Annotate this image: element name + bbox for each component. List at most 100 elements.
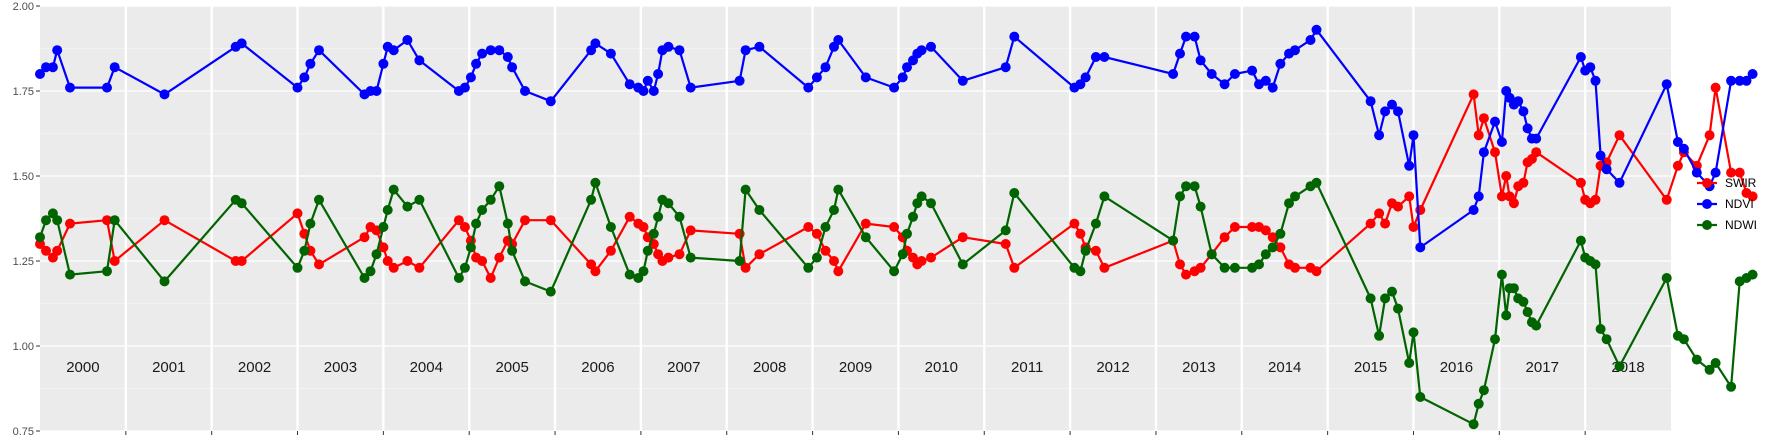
data-point (638, 222, 649, 232)
data-point (1575, 177, 1586, 188)
data-point (1672, 137, 1683, 147)
data-point (1189, 31, 1200, 42)
data-point (916, 45, 927, 56)
data-point (1290, 45, 1300, 56)
data-point (754, 249, 765, 260)
data-point (590, 38, 601, 49)
data-point (1468, 205, 1479, 215)
data-point (1478, 147, 1489, 158)
data-point (957, 232, 968, 243)
data-point (459, 262, 470, 273)
data-point (926, 252, 936, 263)
data-point (638, 266, 649, 277)
data-point (1365, 218, 1376, 229)
year-label: 2005 (495, 359, 528, 376)
y-tick-label: 1.25 (13, 256, 34, 268)
data-point (1080, 245, 1091, 256)
data-point (685, 82, 696, 93)
y-tick-label: 1.00 (13, 341, 34, 353)
data-point (1518, 296, 1529, 307)
data-point (1478, 385, 1489, 396)
data-point (1000, 239, 1011, 249)
data-point (477, 48, 488, 59)
data-point (1311, 24, 1322, 35)
data-point (507, 245, 518, 256)
data-point (236, 256, 247, 266)
year-label: 2003 (324, 359, 357, 376)
y-tick-label: 1.75 (13, 86, 34, 98)
data-point (159, 215, 170, 226)
legend-key-dot (1702, 178, 1712, 188)
data-point (889, 222, 900, 232)
data-point (811, 72, 822, 83)
data-point (1260, 75, 1271, 86)
data-point (1508, 198, 1519, 209)
data-point (109, 256, 120, 266)
data-point (754, 205, 765, 215)
data-point (485, 45, 496, 56)
data-point (545, 96, 556, 107)
data-point (1522, 123, 1533, 134)
data-point (1404, 358, 1415, 368)
data-point (159, 276, 170, 287)
data-point (459, 222, 470, 232)
data-point (1734, 167, 1745, 178)
data-point (1229, 69, 1240, 79)
major-gridlines (40, 5, 1671, 432)
year-label: 2013 (1182, 359, 1215, 376)
data-point (1672, 160, 1683, 171)
data-point (1691, 354, 1702, 365)
data-point (1468, 419, 1479, 430)
year-boundary-lines (124, 6, 1587, 431)
data-point (388, 262, 399, 273)
data-point (1490, 147, 1500, 158)
data-point (1473, 130, 1484, 141)
data-point (1009, 188, 1020, 198)
data-point (41, 245, 51, 256)
data-point (545, 215, 556, 226)
data-point (957, 75, 968, 86)
data-point (1075, 79, 1086, 90)
legend-key-dot (1702, 199, 1712, 209)
data-point (1365, 96, 1376, 107)
data-point (1195, 262, 1206, 273)
data-point (1393, 303, 1403, 314)
year-label: 2017 (1526, 359, 1559, 376)
data-point (833, 266, 844, 277)
data-point (833, 184, 844, 195)
data-point (236, 198, 247, 209)
data-point (1473, 398, 1484, 409)
data-point (459, 82, 470, 93)
data-point (494, 45, 505, 56)
data-point (820, 62, 831, 73)
data-point (820, 245, 831, 256)
data-point (653, 69, 664, 79)
data-point (1260, 225, 1271, 236)
data-point (1496, 269, 1507, 280)
data-point (1415, 392, 1426, 402)
data-point (685, 252, 696, 263)
data-point (378, 222, 389, 232)
year-label: 2004 (410, 359, 443, 376)
data-point (829, 205, 839, 215)
data-point (471, 218, 482, 229)
data-point (642, 245, 653, 256)
data-point (465, 72, 476, 83)
data-point (638, 86, 649, 96)
data-point (35, 232, 45, 243)
data-point (957, 259, 968, 270)
data-point (663, 198, 674, 209)
data-point (734, 75, 745, 86)
data-point (314, 45, 324, 56)
year-label: 2002 (238, 359, 271, 376)
data-point (359, 273, 370, 283)
data-point (1247, 222, 1258, 232)
data-point (292, 208, 303, 219)
data-point (1387, 286, 1397, 297)
data-point (740, 45, 751, 56)
data-point (860, 72, 871, 83)
data-point (1275, 242, 1286, 253)
data-point (926, 198, 936, 209)
data-point (1181, 181, 1191, 192)
data-point (1380, 106, 1391, 117)
